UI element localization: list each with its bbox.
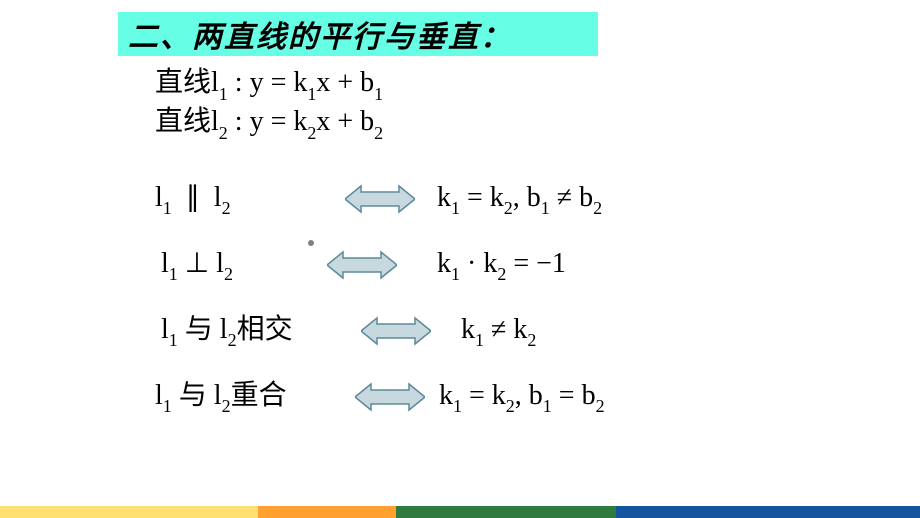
relation-parallel: l1 ∥ l2 k1 = k2, b1 ≠ b2 (155, 170, 605, 228)
bar-segment-1 (0, 506, 258, 518)
relation-intersect: l1 与 l2相交 k1 ≠ k2 (161, 302, 605, 360)
bottom-color-bar (0, 506, 920, 518)
relation-perpendicular-right: k1 · k2 = −1 (437, 247, 566, 284)
section-title: 二、两直线的平行与垂直： (128, 12, 512, 56)
relation-coincide: l1 与 l2重合 k1 = k2, b1 = b2 (155, 368, 605, 426)
relation-coincide-left: l1 与 l2重合 (155, 379, 355, 416)
relation-perpendicular-left: l1 ⊥ l2 (161, 247, 327, 284)
relation-intersect-right: k1 ≠ k2 (461, 313, 536, 350)
relation-coincide-right: k1 = k2, b1 = b2 (439, 379, 605, 416)
equation-line-1: 直线l1 : y = k1x + b1 (155, 66, 605, 103)
relation-parallel-left: l1 ∥ l2 (155, 181, 345, 218)
relation-parallel-right: k1 = k2, b1 ≠ b2 (437, 181, 602, 218)
relation-intersect-left: l1 与 l2相交 (161, 313, 361, 350)
bar-segment-2 (258, 506, 396, 518)
slide-marker-dot (308, 240, 314, 246)
content-block: 直线l1 : y = k1x + b1 直线l2 : y = k2x + b2 … (155, 66, 605, 426)
double-arrow-icon (345, 184, 415, 214)
bar-segment-4 (616, 506, 920, 518)
double-arrow-icon (361, 316, 431, 346)
relation-perpendicular: l1 ⊥ l2 k1 · k2 = −1 (161, 236, 605, 294)
section-title-banner: 二、两直线的平行与垂直： (118, 12, 598, 56)
double-arrow-icon (327, 250, 397, 280)
equation-line-2: 直线l2 : y = k2x + b2 (155, 105, 605, 142)
double-arrow-icon (355, 382, 425, 412)
bar-segment-3 (396, 506, 617, 518)
